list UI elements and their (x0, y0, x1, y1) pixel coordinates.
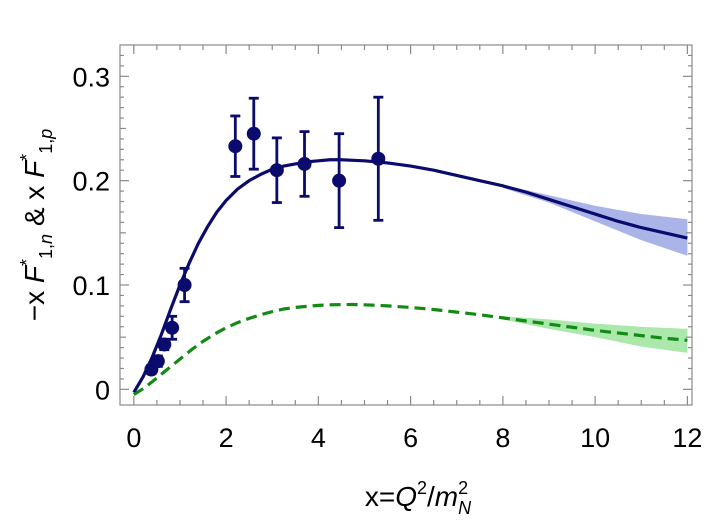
x-tick-label: 6 (403, 423, 418, 453)
data-point-marker (332, 173, 347, 188)
neutron-uncertainty-band (502, 316, 688, 353)
data-point (177, 266, 192, 304)
data-point-marker (297, 156, 312, 171)
x-tick-label: 4 (311, 423, 326, 453)
data-point (332, 132, 347, 230)
curves (132, 158, 688, 396)
x-tick-label: 8 (495, 423, 510, 453)
proton-curve (132, 158, 688, 394)
data-point (157, 337, 172, 352)
data-point (297, 130, 312, 198)
data-point (371, 95, 386, 222)
x-tick-label: 10 (580, 423, 610, 453)
proton-uncertainty-band (502, 184, 688, 256)
y-tick-label: 0 (95, 375, 110, 405)
x-tick-label: 2 (219, 423, 234, 453)
x-axis-label: x=Q2/m2 N (365, 478, 472, 518)
x-tick-label: 12 (672, 423, 702, 453)
data-points (144, 95, 386, 377)
data-point-marker (165, 320, 180, 335)
data-point-marker (177, 278, 192, 292)
uncertainty-bands (502, 184, 688, 353)
data-point (246, 96, 261, 171)
data-point-marker (157, 337, 172, 352)
data-point-marker (269, 163, 284, 178)
data-point-marker (371, 151, 386, 166)
data-point (165, 314, 180, 341)
data-point-marker (228, 139, 243, 154)
y-tick-label: 0.2 (72, 167, 110, 197)
axis-ticks: 0 2 4 6 8 10 12 0 0.1 0.2 0.3 (72, 45, 702, 453)
data-point (150, 354, 165, 369)
y-tick-label: 0.3 (72, 62, 110, 92)
plot-frame (119, 44, 693, 406)
data-point-marker (246, 126, 261, 141)
data-point-marker (150, 354, 165, 369)
data-point (228, 114, 243, 178)
x-tick-label: 0 (126, 423, 141, 453)
neutron-curve (132, 302, 688, 396)
y-axis-label: −x F*1,n & x F*1,p (17, 129, 56, 321)
y-tick-label: 0.1 (72, 271, 110, 301)
data-point (269, 136, 284, 204)
